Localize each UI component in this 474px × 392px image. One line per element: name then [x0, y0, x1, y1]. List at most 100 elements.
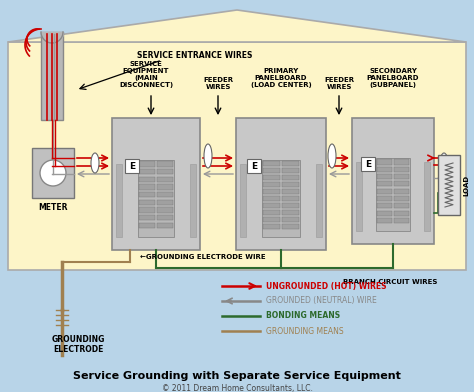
- Bar: [377, 218, 392, 223]
- Bar: [394, 196, 409, 201]
- Bar: [316, 164, 322, 237]
- Text: BONDING MEANS: BONDING MEANS: [266, 312, 340, 321]
- Text: PRIMARY
PANELBOARD
(LOAD CENTER): PRIMARY PANELBOARD (LOAD CENTER): [251, 68, 311, 88]
- Bar: [125, 159, 139, 173]
- Text: E: E: [365, 160, 371, 169]
- Bar: [262, 160, 300, 237]
- Bar: [138, 162, 155, 167]
- Text: SERVICE
EQUIPMENT
(MAIN
DISCONNECT): SERVICE EQUIPMENT (MAIN DISCONNECT): [119, 61, 173, 88]
- Bar: [394, 160, 409, 165]
- Bar: [138, 184, 155, 190]
- Bar: [112, 118, 200, 250]
- Text: ←GROUNDING ELECTRODE WIRE: ←GROUNDING ELECTRODE WIRE: [140, 254, 265, 260]
- Bar: [138, 207, 155, 213]
- Bar: [263, 196, 280, 201]
- Bar: [377, 181, 392, 187]
- Bar: [263, 217, 280, 222]
- Bar: [377, 189, 392, 194]
- Text: LOAD: LOAD: [463, 174, 469, 196]
- Text: METER: METER: [38, 203, 68, 212]
- Text: SERVICE ENTRANCE WIRES: SERVICE ENTRANCE WIRES: [137, 51, 253, 60]
- Bar: [263, 189, 280, 194]
- Bar: [282, 217, 299, 222]
- Bar: [377, 160, 392, 165]
- Bar: [157, 184, 173, 190]
- Bar: [190, 164, 196, 237]
- Bar: [138, 177, 155, 182]
- Polygon shape: [8, 10, 466, 42]
- Bar: [377, 174, 392, 179]
- Bar: [236, 118, 326, 250]
- Bar: [157, 215, 173, 220]
- Bar: [263, 224, 280, 229]
- Bar: [377, 196, 392, 201]
- Bar: [138, 223, 155, 228]
- Text: Service Grounding with Separate Service Equipment: Service Grounding with Separate Service …: [73, 371, 401, 381]
- Bar: [32, 148, 74, 198]
- Bar: [116, 164, 122, 237]
- Bar: [394, 218, 409, 223]
- Bar: [394, 167, 409, 172]
- Bar: [138, 215, 155, 220]
- Bar: [157, 177, 173, 182]
- Bar: [263, 203, 280, 208]
- Bar: [263, 161, 280, 166]
- Ellipse shape: [328, 144, 336, 168]
- Bar: [282, 168, 299, 173]
- Bar: [282, 175, 299, 180]
- Text: GROUNDING MEANS: GROUNDING MEANS: [266, 327, 344, 336]
- Text: E: E: [251, 162, 257, 171]
- Bar: [352, 118, 434, 244]
- Bar: [282, 182, 299, 187]
- Text: BRANCH CIRCUIT WIRES: BRANCH CIRCUIT WIRES: [343, 279, 437, 285]
- Bar: [376, 158, 410, 231]
- Bar: [263, 175, 280, 180]
- Circle shape: [40, 160, 66, 186]
- Bar: [8, 42, 466, 270]
- Bar: [247, 159, 261, 173]
- Text: SECONDARY
PANELBOARD
(SUBPANEL): SECONDARY PANELBOARD (SUBPANEL): [367, 68, 419, 88]
- Bar: [41, 32, 63, 120]
- Bar: [157, 200, 173, 205]
- Bar: [157, 207, 173, 213]
- Text: GROUNDED (NEUTRAL) WIRE: GROUNDED (NEUTRAL) WIRE: [266, 296, 377, 305]
- Text: GROUNDING
ELECTRODE: GROUNDING ELECTRODE: [51, 335, 105, 354]
- Bar: [138, 192, 155, 197]
- Bar: [282, 161, 299, 166]
- Text: UNGROUNDED (HOT) WIRES: UNGROUNDED (HOT) WIRES: [266, 281, 386, 290]
- Bar: [263, 210, 280, 215]
- Bar: [137, 160, 174, 237]
- Bar: [282, 196, 299, 201]
- Bar: [282, 210, 299, 215]
- Bar: [263, 182, 280, 187]
- Text: FEEDER
WIRES: FEEDER WIRES: [324, 77, 354, 90]
- Bar: [394, 181, 409, 187]
- Bar: [138, 200, 155, 205]
- Text: E: E: [129, 162, 135, 171]
- Bar: [394, 203, 409, 209]
- Bar: [282, 189, 299, 194]
- Bar: [377, 203, 392, 209]
- Bar: [282, 224, 299, 229]
- Text: FEEDER
WIRES: FEEDER WIRES: [203, 77, 233, 90]
- Ellipse shape: [440, 153, 448, 173]
- Bar: [282, 203, 299, 208]
- Bar: [263, 168, 280, 173]
- Bar: [377, 167, 392, 172]
- Bar: [394, 211, 409, 216]
- Bar: [394, 174, 409, 179]
- Bar: [157, 223, 173, 228]
- Bar: [361, 157, 375, 171]
- Bar: [157, 169, 173, 174]
- Bar: [424, 162, 430, 231]
- Bar: [356, 162, 362, 231]
- Bar: [394, 189, 409, 194]
- Ellipse shape: [204, 144, 212, 168]
- Ellipse shape: [91, 153, 99, 173]
- Text: © 2011 Dream Home Consultants, LLC.: © 2011 Dream Home Consultants, LLC.: [162, 383, 312, 392]
- Bar: [138, 169, 155, 174]
- Bar: [157, 192, 173, 197]
- Bar: [438, 155, 460, 215]
- Bar: [240, 164, 246, 237]
- Bar: [377, 211, 392, 216]
